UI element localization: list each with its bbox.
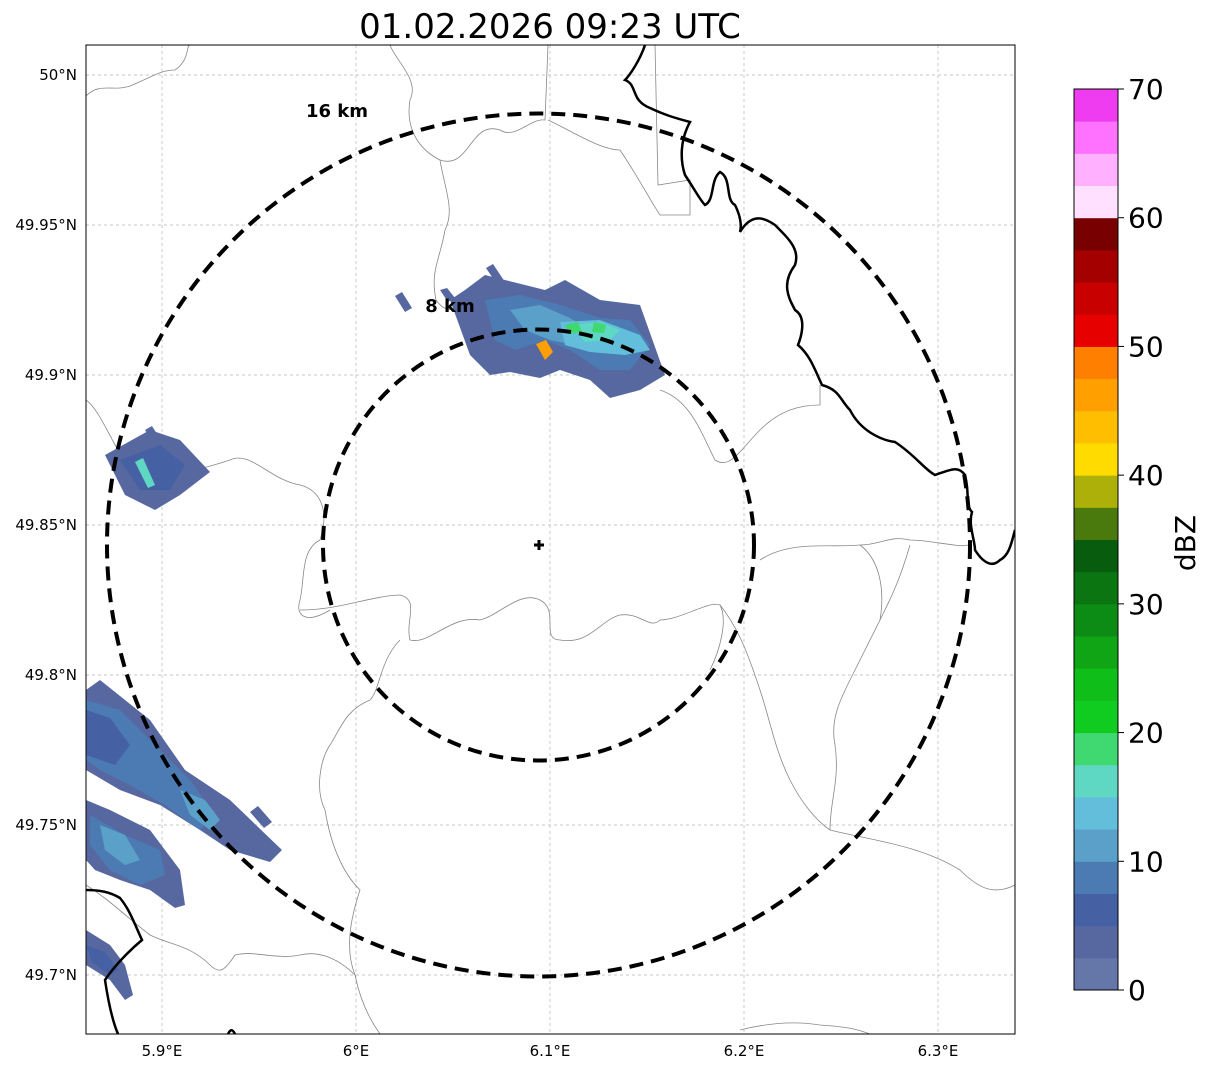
map-title: 01.02.2026 09:23 UTC bbox=[359, 7, 741, 47]
colorbar-band bbox=[1074, 957, 1118, 991]
colorbar-band bbox=[1074, 121, 1118, 154]
range-ring-16km bbox=[105, 111, 972, 979]
colorbar-frame bbox=[1073, 88, 1119, 991]
colorbar-band bbox=[1074, 507, 1118, 540]
colorbar-label: dBZ bbox=[1169, 515, 1202, 571]
colorbar-band bbox=[1074, 636, 1118, 669]
colorbar-band bbox=[1074, 539, 1118, 573]
colorbar-band bbox=[1074, 475, 1118, 508]
map-area: 16 km 8 km bbox=[86, 45, 1015, 1034]
lat-tick-label: 49.7°N bbox=[25, 966, 77, 984]
range-ring-8km bbox=[321, 327, 756, 763]
lat-tick-label: 49.95°N bbox=[15, 216, 77, 234]
colorbar-tick-label: 0 bbox=[1128, 974, 1146, 1007]
lat-tick-labels: 50°N 49.95°N 49.9°N 49.85°N 49.8°N 49.75… bbox=[15, 66, 77, 984]
colorbar-band bbox=[1074, 185, 1118, 219]
colorbar-band bbox=[1074, 217, 1118, 251]
radar-site-marker bbox=[534, 540, 544, 550]
colorbar-band bbox=[1074, 732, 1118, 766]
colorbar-band bbox=[1074, 314, 1118, 347]
lon-tick-label: 6.1°E bbox=[530, 1042, 571, 1060]
colorbar-tick-label: 40 bbox=[1128, 459, 1164, 492]
national-borders bbox=[86, 45, 1015, 1034]
lat-tick-label: 49.8°N bbox=[25, 666, 77, 684]
echo-cell-west bbox=[105, 426, 210, 510]
colorbar-band bbox=[1074, 603, 1118, 637]
colorbar: 0 10 20 30 40 50 60 70 dBZ bbox=[1073, 73, 1202, 1007]
echo-band-southwest bbox=[86, 680, 282, 1000]
range-ring-label-8km: 8 km bbox=[425, 296, 475, 317]
colorbar-tick-label: 30 bbox=[1128, 588, 1164, 621]
range-ring-label-16km: 16 km bbox=[306, 101, 368, 122]
colorbar-band bbox=[1074, 893, 1118, 927]
colorbar-bands bbox=[1074, 89, 1118, 991]
colorbar-band bbox=[1074, 700, 1118, 734]
lat-tick-label: 49.85°N bbox=[15, 516, 77, 534]
colorbar-band bbox=[1074, 925, 1118, 959]
map-frame bbox=[85, 44, 1016, 1035]
colorbar-band bbox=[1074, 410, 1118, 444]
colorbar-tick-label: 70 bbox=[1128, 73, 1164, 106]
colorbar-band bbox=[1074, 346, 1118, 380]
colorbar-tick-label: 10 bbox=[1128, 845, 1164, 878]
lon-tick-label: 5.9°E bbox=[142, 1042, 183, 1060]
graticule bbox=[86, 45, 1015, 1034]
radar-echoes bbox=[86, 264, 665, 1000]
lat-tick-label: 49.9°N bbox=[25, 366, 77, 384]
colorbar-band bbox=[1074, 249, 1118, 283]
colorbar-band bbox=[1074, 571, 1118, 605]
colorbar-band bbox=[1074, 796, 1118, 830]
lat-tick-label: 49.75°N bbox=[15, 816, 77, 834]
colorbar-ticks: 0 10 20 30 40 50 60 70 bbox=[1118, 73, 1164, 1007]
lon-tick-label: 6°E bbox=[343, 1042, 370, 1060]
colorbar-band bbox=[1074, 668, 1118, 701]
colorbar-tick-label: 20 bbox=[1128, 717, 1164, 750]
colorbar-band bbox=[1074, 861, 1118, 894]
lon-tick-labels: 5.9°E 6°E 6.1°E 6.2°E 6.3°E bbox=[142, 1042, 959, 1060]
lon-tick-label: 6.3°E bbox=[918, 1042, 959, 1060]
colorbar-band bbox=[1074, 89, 1118, 122]
admin-borders bbox=[86, 45, 1015, 1034]
colorbar-band bbox=[1074, 829, 1118, 862]
colorbar-band bbox=[1074, 442, 1118, 476]
colorbar-tick-label: 60 bbox=[1128, 202, 1164, 235]
colorbar-band bbox=[1074, 378, 1118, 412]
echo-cell-north bbox=[395, 264, 665, 398]
colorbar-band bbox=[1074, 282, 1118, 315]
lon-tick-label: 6.2°E bbox=[724, 1042, 765, 1060]
colorbar-tick-label: 50 bbox=[1128, 330, 1164, 363]
lat-tick-label: 50°N bbox=[39, 66, 77, 84]
colorbar-band bbox=[1074, 764, 1118, 798]
colorbar-band bbox=[1074, 153, 1118, 187]
